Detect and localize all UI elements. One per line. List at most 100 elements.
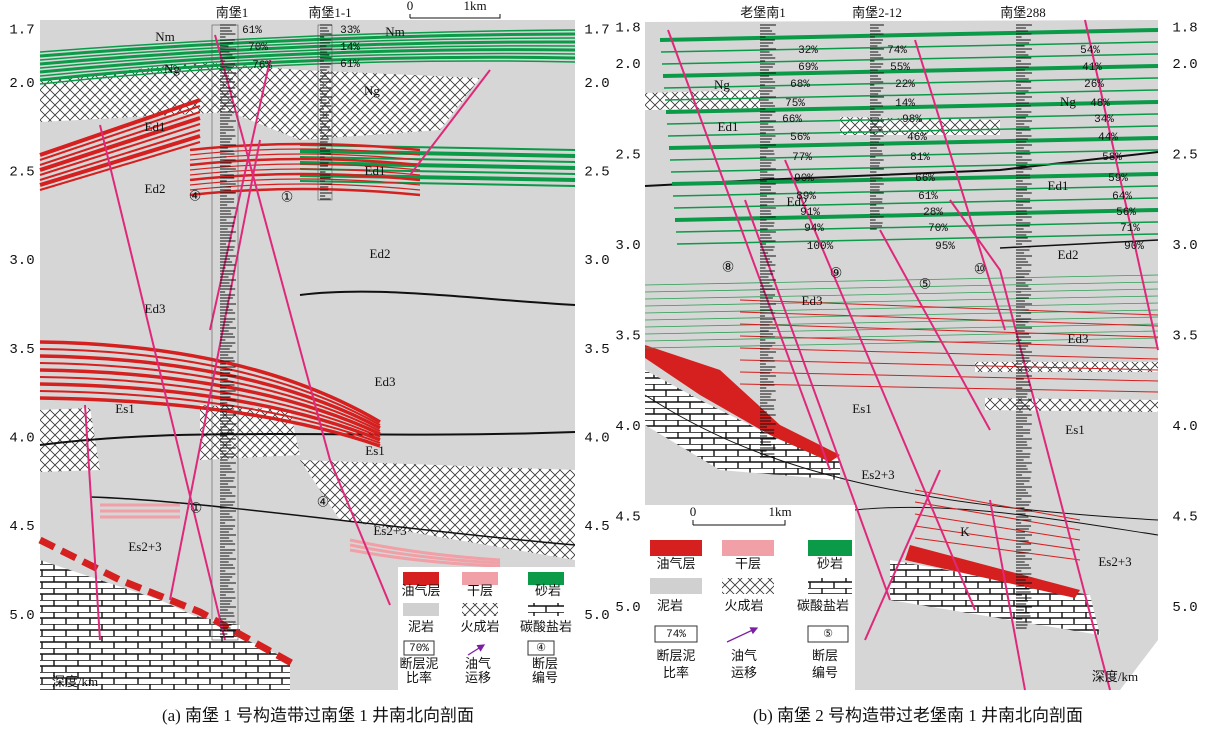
legend-label: 断层 bbox=[812, 648, 838, 663]
formation-label: Ed3 bbox=[145, 301, 166, 316]
legend-label: 碳酸盐岩 bbox=[797, 598, 849, 613]
depth-tick-label: 5.0 bbox=[615, 600, 640, 616]
depth-tick-label: 3.0 bbox=[9, 253, 34, 269]
scale-label: 1km bbox=[768, 504, 791, 519]
formation-label: Ed2 bbox=[370, 246, 391, 261]
formation-label: Es2+3 bbox=[128, 539, 161, 554]
legend-label: 编号 bbox=[812, 665, 838, 680]
depth-tick-label: 2.5 bbox=[615, 147, 640, 163]
formation-label: Ed3 bbox=[802, 293, 823, 308]
fault-gouge-ratio: 14% bbox=[895, 98, 915, 110]
well-name: 南堡288 bbox=[1000, 5, 1046, 20]
depth-tick-label: 3.5 bbox=[615, 328, 640, 344]
fault-number: ⑤ bbox=[919, 278, 932, 294]
caption: (b) 南堡 2 号构造带过老堡南 1 井南北向剖面 bbox=[753, 706, 1083, 725]
fault-number: ⑨ bbox=[830, 267, 843, 283]
fault-gouge-ratio: 89% bbox=[796, 191, 816, 203]
legend-label: 火成岩 bbox=[460, 619, 499, 634]
formation-label: Ed2 bbox=[145, 181, 166, 196]
fault-gouge-ratio: 33% bbox=[340, 25, 360, 37]
scale-label: 1km bbox=[463, 0, 486, 13]
depth-tick-label: 3.5 bbox=[9, 342, 34, 358]
well-name: 老堡南1 bbox=[740, 5, 786, 20]
depth-tick-label: 2.5 bbox=[584, 165, 609, 181]
fault-gouge-ratio: 70% bbox=[928, 223, 948, 235]
legend-label: 火成岩 bbox=[724, 598, 763, 613]
fault-gouge-ratio: 90% bbox=[1124, 241, 1144, 253]
fault-number: ④ bbox=[189, 190, 202, 206]
legend-label: 砂岩 bbox=[535, 583, 561, 598]
fault-gouge-ratio: 68% bbox=[790, 79, 810, 91]
formation-label: Ng bbox=[364, 83, 380, 98]
formation-label: Es1 bbox=[115, 401, 135, 416]
fault-gouge-ratio: 22% bbox=[895, 79, 915, 91]
legend-symbol: ④ bbox=[536, 642, 546, 655]
formation-label: Es1 bbox=[852, 401, 872, 416]
depth-tick-label: 3.0 bbox=[615, 238, 640, 254]
well-name: 南堡2-12 bbox=[852, 5, 902, 20]
fault-gouge-ratio: 69% bbox=[798, 62, 818, 74]
depth-tick-label: 4.0 bbox=[9, 430, 34, 446]
depth-tick-label: 1.8 bbox=[1172, 21, 1197, 37]
legend-label: 断层泥 bbox=[656, 648, 695, 663]
fault-gouge-ratio: 28% bbox=[923, 207, 943, 219]
depth-tick-label: 3.0 bbox=[584, 253, 609, 269]
legend-label: 油气层 bbox=[656, 556, 695, 571]
depth-tick-label: 4.5 bbox=[9, 519, 34, 535]
legend-label: 运移 bbox=[465, 670, 491, 685]
legend-symbol: ⑤ bbox=[823, 628, 833, 641]
legend-label: 干层 bbox=[467, 583, 493, 598]
legend-label: 泥岩 bbox=[657, 598, 683, 613]
legend-label: 砂岩 bbox=[817, 556, 843, 571]
formation-label: Nm bbox=[385, 24, 405, 39]
legend-label: 断层泥 bbox=[399, 656, 438, 671]
depth-tick-label: 4.0 bbox=[584, 430, 609, 446]
fault-gouge-ratio: 61% bbox=[918, 191, 938, 203]
formation-label: Ed3 bbox=[1068, 331, 1089, 346]
depth-tick-label: 4.5 bbox=[615, 509, 640, 525]
formation-label: Es1 bbox=[365, 443, 385, 458]
depth-tick-label: 4.0 bbox=[615, 419, 640, 435]
fault-gouge-ratio: 98% bbox=[902, 114, 922, 126]
fault-gouge-ratio: 26% bbox=[1084, 79, 1104, 91]
formation-label: Es2+3 bbox=[373, 523, 406, 538]
depth-tick-label: 1.7 bbox=[584, 23, 609, 39]
fault-gouge-ratio: 77% bbox=[792, 152, 812, 164]
depth-tick-label: 4.5 bbox=[1172, 509, 1197, 525]
depth-tick-label: 3.0 bbox=[1172, 238, 1197, 254]
depth-tick-label: 4.5 bbox=[584, 519, 609, 535]
depth-tick-label: 2.0 bbox=[1172, 57, 1197, 73]
fault-gouge-ratio: 61% bbox=[340, 59, 360, 71]
fault-gouge-ratio: 55% bbox=[890, 62, 910, 74]
fault-number: ① bbox=[281, 191, 294, 207]
depth-tick-label: 3.5 bbox=[584, 342, 609, 358]
formation-label: Ng bbox=[1060, 94, 1076, 109]
depth-tick-label: 2.0 bbox=[615, 57, 640, 73]
fault-gouge-ratio: 95% bbox=[935, 241, 955, 253]
depth-tick-label: 2.5 bbox=[9, 165, 34, 181]
fault-number: ① bbox=[190, 502, 203, 518]
formation-label: Nm bbox=[155, 29, 175, 44]
fault-gouge-ratio: 41% bbox=[1082, 62, 1102, 74]
formation-label: K bbox=[960, 524, 970, 539]
legend-label: 碳酸盐岩 bbox=[520, 619, 572, 634]
fault-gouge-ratio: 61% bbox=[242, 25, 262, 37]
fault-number: ⑩ bbox=[974, 263, 987, 279]
formation-label: Es1 bbox=[1065, 422, 1085, 437]
formation-label: Ed2 bbox=[1058, 247, 1079, 262]
fault-gouge-ratio: 58% bbox=[1102, 152, 1122, 164]
depth-tick-label: 5.0 bbox=[9, 608, 34, 624]
legend-label: 干层 bbox=[735, 556, 761, 571]
legend-label: 编号 bbox=[532, 670, 558, 685]
fault-gouge-ratio: 100% bbox=[807, 241, 834, 253]
depth-tick-label: 2.0 bbox=[9, 76, 34, 92]
formation-label: Ng bbox=[164, 61, 180, 76]
fault-gouge-ratio: 56% bbox=[1116, 207, 1136, 219]
depth-tick-label: 3.5 bbox=[1172, 328, 1197, 344]
depth-tick-label: 1.7 bbox=[9, 23, 34, 39]
figure: (a) 南堡 1 号构造带过南堡 1 井南北向剖面南堡1南堡1-101km1.7… bbox=[0, 0, 1211, 729]
fault-gouge-ratio: 94% bbox=[804, 223, 824, 235]
fault-gouge-ratio: 71% bbox=[1120, 223, 1140, 235]
fault-gouge-ratio: 14% bbox=[340, 42, 360, 54]
formation-label: Ed1 bbox=[145, 119, 166, 134]
